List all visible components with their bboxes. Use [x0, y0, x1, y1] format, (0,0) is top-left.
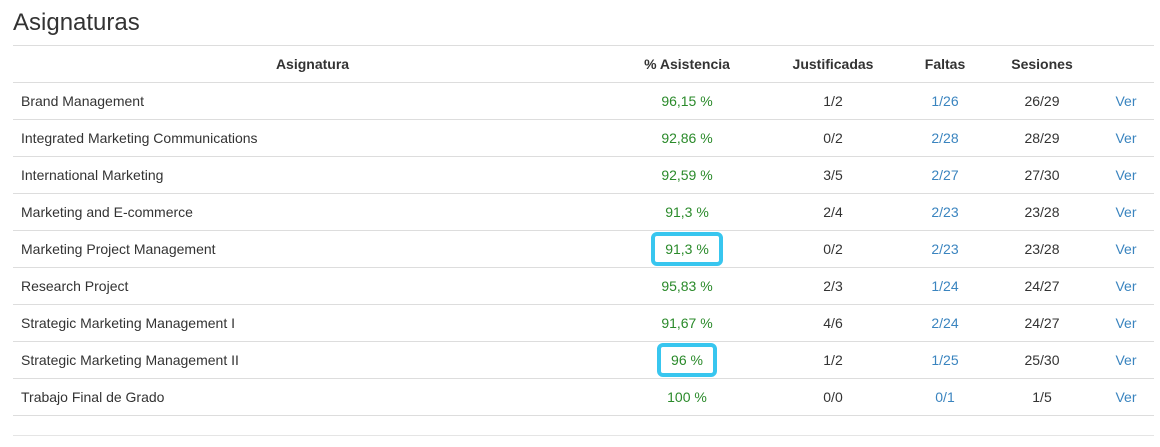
table-row: Trabajo Final de Grado 100 % 0/0 0/1 1/5 Ver — [13, 378, 1154, 416]
subject-name: Brand Management — [13, 82, 612, 120]
attendance-percentage: 91,3 % — [612, 193, 762, 231]
justified-count: 0/2 — [762, 119, 904, 157]
subject-name: Marketing and E-commerce — [13, 193, 612, 231]
view-link[interactable]: Ver — [1098, 230, 1154, 268]
column-header-justified[interactable]: Justificadas — [762, 45, 904, 83]
absences-link[interactable]: 2/23 — [904, 230, 986, 268]
sessions-count: 23/28 — [986, 230, 1098, 268]
absences-link[interactable]: 0/1 — [904, 378, 986, 416]
table-row: Marketing Project Management 91,3 % 0/2 2/2… — [13, 230, 1154, 268]
attendance-percentage: 91,67 % — [612, 304, 762, 342]
sessions-count: 1/5 — [986, 378, 1098, 416]
sessions-count: 28/29 — [986, 119, 1098, 157]
view-link[interactable]: Ver — [1098, 193, 1154, 231]
table-header-row: Asignatura % Asistencia Justificadas Fal… — [13, 45, 1154, 83]
attendance-percentage: 91,3 % — [612, 230, 762, 268]
justified-count: 0/2 — [762, 230, 904, 268]
view-link[interactable]: Ver — [1098, 304, 1154, 342]
view-link[interactable]: Ver — [1098, 267, 1154, 305]
attendance-percentage: 96,15 % — [612, 82, 762, 120]
view-link[interactable]: Ver — [1098, 82, 1154, 120]
view-link[interactable]: Ver — [1098, 378, 1154, 416]
absences-link[interactable]: 2/23 — [904, 193, 986, 231]
sessions-count: 25/30 — [986, 341, 1098, 379]
justified-count: 3/5 — [762, 156, 904, 194]
sessions-count: 26/29 — [986, 82, 1098, 120]
column-header-absences[interactable]: Faltas — [904, 45, 986, 83]
sessions-count: 24/27 — [986, 304, 1098, 342]
subject-name: Research Project — [13, 267, 612, 305]
justified-count: 0/0 — [762, 378, 904, 416]
column-header-action — [1098, 45, 1154, 83]
subject-name: Strategic Marketing Management I — [13, 304, 612, 342]
absences-link[interactable]: 2/24 — [904, 304, 986, 342]
column-header-attendance[interactable]: % Asistencia — [612, 45, 762, 83]
absences-link[interactable]: 1/26 — [904, 82, 986, 120]
subjects-table: Asignatura % Asistencia Justificadas Fal… — [13, 45, 1154, 416]
justified-count: 1/2 — [762, 341, 904, 379]
sessions-count: 27/30 — [986, 156, 1098, 194]
justified-count: 1/2 — [762, 82, 904, 120]
subject-name: Integrated Marketing Communications — [13, 119, 612, 157]
attendance-percentage: 100 % — [612, 378, 762, 416]
footer-divider — [13, 435, 1154, 436]
sessions-count: 24/27 — [986, 267, 1098, 305]
subject-name: Strategic Marketing Management II — [13, 341, 612, 379]
subject-name: International Marketing — [13, 156, 612, 194]
absences-link[interactable]: 1/25 — [904, 341, 986, 379]
page-title: Asignaturas — [13, 9, 140, 36]
table-row: Brand Management 96,15 % 1/2 1/26 26/29 Ver — [13, 82, 1154, 120]
attendance-percentage: 96 % — [612, 341, 762, 379]
table-row: Marketing and E-commerce 91,3 % 2/4 2/23 23/… — [13, 193, 1154, 231]
table-row: Strategic Marketing Management I 91,67 % 4… — [13, 304, 1154, 342]
absences-link[interactable]: 2/27 — [904, 156, 986, 194]
view-link[interactable]: Ver — [1098, 341, 1154, 379]
view-link[interactable]: Ver — [1098, 156, 1154, 194]
attendance-percentage: 92,86 % — [612, 119, 762, 157]
attendance-percentage: 95,83 % — [612, 267, 762, 305]
subject-name: Marketing Project Management — [13, 230, 612, 268]
highlighted-attendance: 91,3 % — [651, 232, 723, 266]
table-row: Integrated Marketing Communications 92,86… — [13, 119, 1154, 157]
column-header-subject[interactable]: Asignatura — [13, 45, 612, 83]
table-row: Research Project 95,83 % 2/3 1/24 24/27 Ver — [13, 267, 1154, 305]
sessions-count: 23/28 — [986, 193, 1098, 231]
table-row: International Marketing 92,59 % 3/5 2/27 27/… — [13, 156, 1154, 194]
justified-count: 2/3 — [762, 267, 904, 305]
attendance-percentage: 92,59 % — [612, 156, 762, 194]
justified-count: 2/4 — [762, 193, 904, 231]
highlighted-attendance: 96 % — [657, 343, 717, 377]
view-link[interactable]: Ver — [1098, 119, 1154, 157]
justified-count: 4/6 — [762, 304, 904, 342]
absences-link[interactable]: 2/28 — [904, 119, 986, 157]
table-row: Strategic Marketing Management II 96 % 1/2… — [13, 341, 1154, 379]
subject-name: Trabajo Final de Grado — [13, 378, 612, 416]
column-header-sessions[interactable]: Sesiones — [986, 45, 1098, 83]
absences-link[interactable]: 1/24 — [904, 267, 986, 305]
